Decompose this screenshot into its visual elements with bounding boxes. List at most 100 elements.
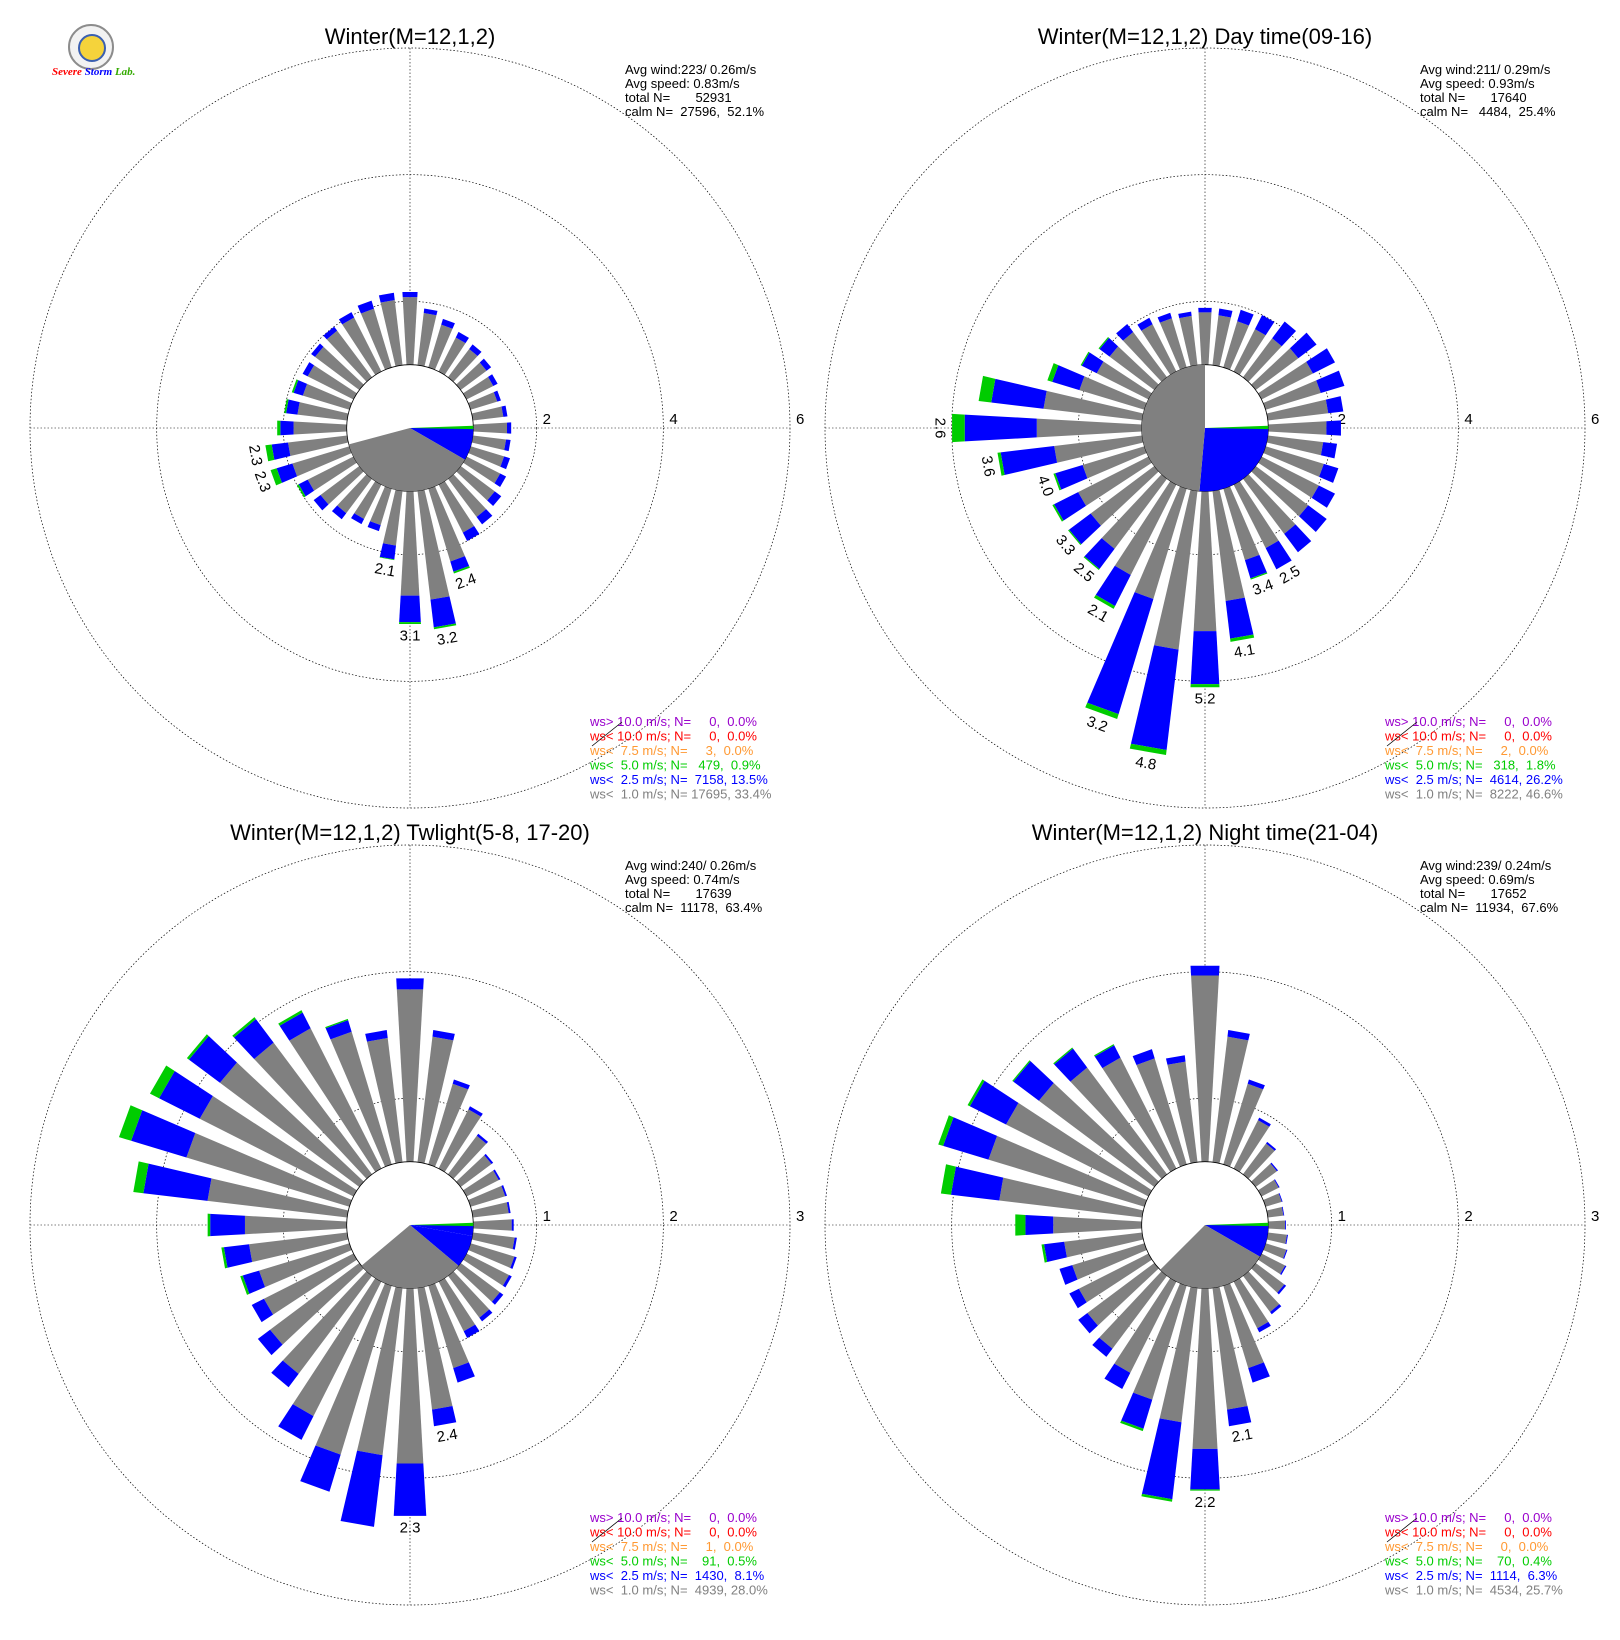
calm-wedge-green [410,1222,474,1227]
bar-blue-320 [323,326,338,340]
stats-line: Avg speed: 0.93m/s [1420,76,1535,91]
bar-blue-140 [1284,524,1312,553]
bar-gray-160 [428,1283,469,1369]
legend-entry: ws< 1.0 m/s; N= 17695, 33.4% [589,787,772,802]
bar-gray-250 [259,1243,352,1288]
bar-blue-270 [210,1213,245,1237]
bar-gray-120 [462,1253,510,1286]
bar-green-300 [967,1079,985,1107]
bar-gray-180 [396,1288,424,1464]
bar-gray-350 [1179,315,1198,367]
bar-blue-180 [1190,1448,1220,1490]
bar-gray-150 [438,1277,476,1332]
bar-blue-50 [1270,1162,1279,1172]
bar-blue-30 [1254,314,1275,336]
bar-gray-310 [219,1062,364,1188]
bar-gray-10 [1212,1036,1249,1164]
bar-blue-10 [423,308,438,316]
bar-gray-350 [366,1037,403,1164]
bar-green-290 [291,379,299,393]
bar-gray-190 [1154,489,1198,650]
legend-entry: ws< 10.0 m/s; N= 0, 0.0% [589,1525,757,1540]
calm-wedge-green [1205,425,1269,430]
bar-blue-70 [493,390,501,402]
bar-blue-30 [468,1106,483,1117]
bar-gray-150 [438,480,475,533]
bar-blue-310 [188,1035,237,1083]
bar-gray-60 [1257,361,1313,400]
bar-green-260 [1041,1244,1048,1263]
bar-blue-210 [278,1404,314,1440]
bar-gray-180 [1192,1288,1218,1449]
bar-value-label: 4.1 [1233,641,1256,661]
bar-blue-150 [462,526,480,542]
bar-gray-300 [199,1095,358,1197]
bar-blue-170 [432,1406,457,1427]
bar-gray-130 [456,465,495,501]
bar-blue-340 [1157,312,1172,323]
bar-blue-270 [280,420,294,436]
bar-green-190 [379,556,395,561]
bar-blue-170 [1227,1406,1252,1427]
ring-tick-label: 1 [543,1208,551,1225]
bar-blue-160 [450,556,470,572]
bar-green-180 [399,622,421,625]
bar-blue-140 [479,1309,493,1322]
bar-blue-50 [484,1153,494,1164]
bar-gray-220 [1099,1271,1168,1349]
bar-gray-340 [330,1031,392,1167]
bar-gray-120 [462,456,501,484]
legend-strike-line [1386,721,1418,747]
legend-entry: ws< 7.5 m/s; N= 3, 0.0% [589,743,754,758]
bar-blue-200 [300,1445,341,1492]
stats-line: total N= 17640 [1420,90,1527,105]
bar-gray-200 [1134,486,1187,599]
legend-entry: ws< 7.5 m/s; N= 2, 0.0% [1384,743,1549,758]
bar-blue-330 [1094,1045,1121,1069]
legend-entry: ws< 5.0 m/s; N= 479, 0.9% [589,758,761,773]
bar-blue-100 [1285,1234,1289,1245]
bar-blue-40 [1266,1141,1277,1151]
ring-tick-label: 2 [543,411,551,428]
panel-title: Winter(M=12,1,2) Day time(09-16) [1038,24,1372,49]
bar-value-label: 2.6 [932,418,949,439]
bar-gray-160 [1223,486,1260,561]
bar-blue-230 [257,1329,283,1356]
bar-gray-20 [1223,1083,1264,1167]
bar-blue-90 [507,422,512,434]
bar-blue-320 [1054,1048,1088,1082]
bar-gray-10 [1212,315,1231,367]
bar-gray-330 [1141,324,1177,376]
bar-blue-20 [452,1079,470,1090]
bar-blue-180 [1190,631,1220,685]
bar-gray-210 [1114,1277,1177,1373]
bar-value-label: 2.4 [435,1426,458,1446]
bar-gray-70 [468,1185,506,1207]
ring-tick-label: 6 [1591,411,1599,428]
bar-blue-310 [311,343,324,357]
bar-blue-70 [1278,1193,1283,1202]
bar-gray-180 [400,491,420,596]
bar-gray-280 [1043,390,1144,421]
bar-blue-40 [1272,321,1297,347]
legend-entry: ws< 10.0 m/s; N= 0, 0.0% [589,729,757,744]
bar-blue-40 [476,1133,489,1144]
bar-gray-50 [1251,1163,1277,1188]
bar-blue-10 [1218,308,1233,318]
bar-gray-30 [1233,1120,1270,1173]
bar-gray-0 [1198,312,1212,365]
bar-blue-290 [943,1117,998,1160]
bar-blue-140 [1270,1304,1282,1315]
legend-entry: ws< 1.0 m/s; N= 4939, 28.0% [589,1583,768,1598]
bar-gray-120 [1257,1253,1286,1275]
bar-green-300 [1080,351,1090,366]
bar-gray-70 [468,392,498,410]
bar-blue-330 [338,312,355,325]
bar-blue-0 [402,292,418,298]
stats-line: total N= 17639 [625,886,732,901]
bar-gray-0 [1191,975,1219,1162]
bar-blue-300 [302,362,315,377]
bar-gray-240 [1078,1253,1153,1303]
bar-gray-310 [1038,1082,1159,1188]
bar-blue-290 [293,380,308,396]
